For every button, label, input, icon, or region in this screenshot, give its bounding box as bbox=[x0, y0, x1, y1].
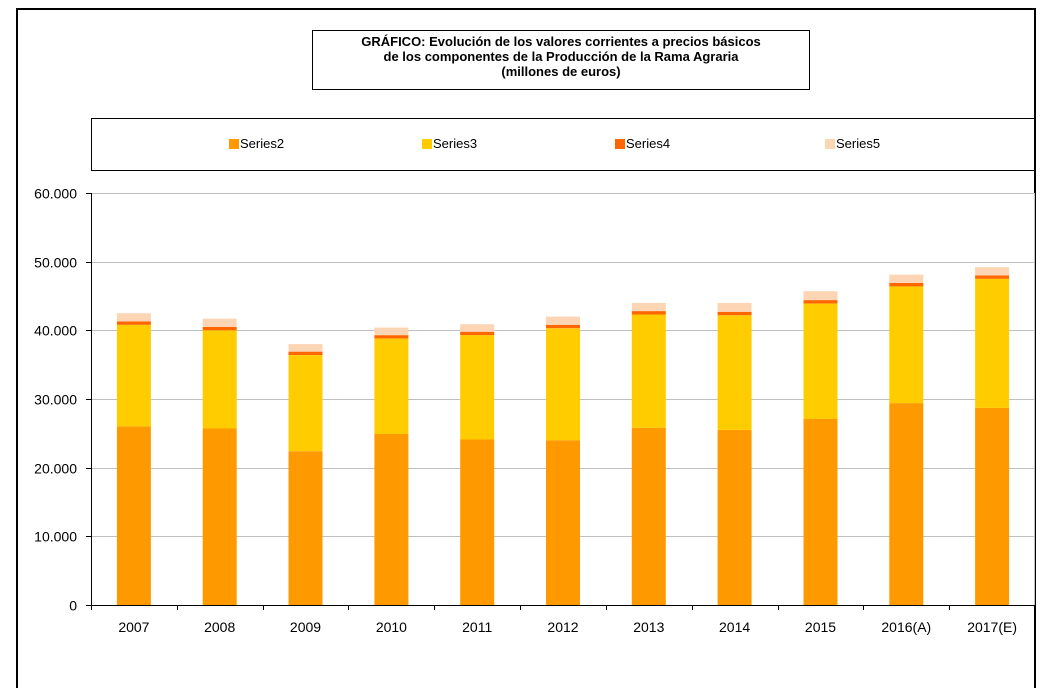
bar-series5-2015 bbox=[803, 291, 838, 301]
legend-item-series4: Series4 bbox=[615, 136, 670, 151]
legend-swatch-series5 bbox=[825, 138, 835, 149]
x-tick-label: 2007 bbox=[118, 619, 149, 635]
bar-series3-2010 bbox=[374, 338, 409, 434]
x-tick-label: 2008 bbox=[204, 619, 235, 635]
legend-label-series5: Series5 bbox=[836, 136, 881, 151]
bar-series4-2017e bbox=[975, 275, 1010, 279]
bar-series2-2016a bbox=[889, 403, 924, 605]
bar-series2-2013 bbox=[631, 427, 666, 605]
bar-series4-2015 bbox=[803, 300, 838, 304]
bar-series3-2017e bbox=[975, 278, 1010, 408]
legend-item-series5: Series5 bbox=[825, 136, 880, 151]
bar-series5-2012 bbox=[546, 316, 580, 325]
x-tick-label: 2016(A) bbox=[881, 619, 931, 635]
x-tick-label: 2009 bbox=[290, 619, 321, 635]
legend-swatch-series3 bbox=[422, 138, 432, 149]
x-tick-label: 2012 bbox=[547, 619, 578, 635]
bar-series3-2015 bbox=[803, 303, 838, 419]
bar-series4-2013 bbox=[631, 311, 666, 315]
bar-series4-2012 bbox=[546, 324, 580, 329]
bar-series2-2010 bbox=[374, 434, 409, 605]
bar-series5-2016a bbox=[889, 274, 924, 283]
bar-series2-2007 bbox=[116, 426, 151, 605]
legend-swatch-series2 bbox=[229, 138, 239, 149]
bar-series4-2011 bbox=[460, 331, 495, 336]
legend-label-series2: Series2 bbox=[240, 136, 285, 151]
bar-series5-2010 bbox=[374, 327, 409, 336]
bar-series5-2009 bbox=[288, 344, 323, 352]
chart-title-line-3: (millones de euros) bbox=[501, 64, 621, 79]
bar-series3-2007 bbox=[116, 324, 151, 427]
x-tick-label: 2014 bbox=[719, 619, 750, 635]
bar-series2-2014 bbox=[717, 429, 752, 605]
bar-series2-2009 bbox=[288, 451, 323, 605]
bar-series5-2014 bbox=[717, 302, 752, 312]
bar-series2-2011 bbox=[460, 439, 495, 605]
bar-series3-2008 bbox=[202, 330, 237, 429]
bar-series4-2008 bbox=[202, 326, 237, 331]
bar-series3-2011 bbox=[460, 335, 495, 440]
y-tick-label: 60.000 bbox=[34, 186, 77, 202]
bar-series3-2014 bbox=[717, 315, 752, 430]
chart-title-line-1: GRÁFICO: Evolución de los valores corrie… bbox=[361, 34, 761, 49]
bar-series4-2014 bbox=[717, 311, 752, 316]
bar-series3-2016a bbox=[889, 286, 924, 404]
y-tick-label: 10.000 bbox=[34, 529, 77, 545]
x-tick-label: 2017(E) bbox=[967, 619, 1017, 635]
bar-series4-2009 bbox=[288, 351, 323, 355]
y-tick-label: 50.000 bbox=[34, 255, 77, 271]
legend-swatch-series4 bbox=[615, 138, 625, 149]
bar-series4-2007 bbox=[116, 321, 151, 325]
bar-series3-2009 bbox=[288, 355, 323, 452]
y-tick-label: 0 bbox=[69, 598, 77, 614]
bar-series2-2017e bbox=[975, 407, 1010, 605]
y-tick-label: 40.000 bbox=[34, 323, 77, 339]
x-tick-label: 2015 bbox=[805, 619, 836, 635]
bar-series5-2013 bbox=[631, 302, 666, 312]
bar-series2-2015 bbox=[803, 418, 838, 605]
chart-title-line-2: de los componentes de la Producción de l… bbox=[383, 49, 739, 64]
x-tick-label: 2011 bbox=[462, 619, 492, 635]
bar-series5-2011 bbox=[460, 324, 495, 332]
y-tick-label: 20.000 bbox=[34, 461, 77, 477]
bar-series5-2007 bbox=[116, 313, 151, 322]
chart-legend: Series2 Series3 Series4 Series5 bbox=[91, 118, 1035, 171]
bar-series4-2016a bbox=[889, 283, 924, 287]
bar-series3-2013 bbox=[631, 314, 666, 428]
chart-title: GRÁFICO: Evolución de los valores corrie… bbox=[312, 30, 810, 90]
bar-series4-2010 bbox=[374, 335, 409, 339]
x-tick-label: 2010 bbox=[376, 619, 407, 635]
x-tick-label: 2013 bbox=[633, 619, 664, 635]
legend-item-series2: Series2 bbox=[229, 136, 284, 151]
bar-series3-2012 bbox=[546, 328, 580, 441]
legend-label-series3: Series3 bbox=[433, 136, 478, 151]
bar-series5-2008 bbox=[202, 318, 237, 327]
bar-series2-2008 bbox=[202, 428, 237, 605]
legend-item-series3: Series3 bbox=[422, 136, 477, 151]
legend-label-series4: Series4 bbox=[626, 136, 671, 151]
y-tick-label: 30.000 bbox=[34, 392, 77, 408]
bar-series2-2012 bbox=[546, 440, 580, 605]
bar-series5-2017e bbox=[975, 267, 1010, 276]
